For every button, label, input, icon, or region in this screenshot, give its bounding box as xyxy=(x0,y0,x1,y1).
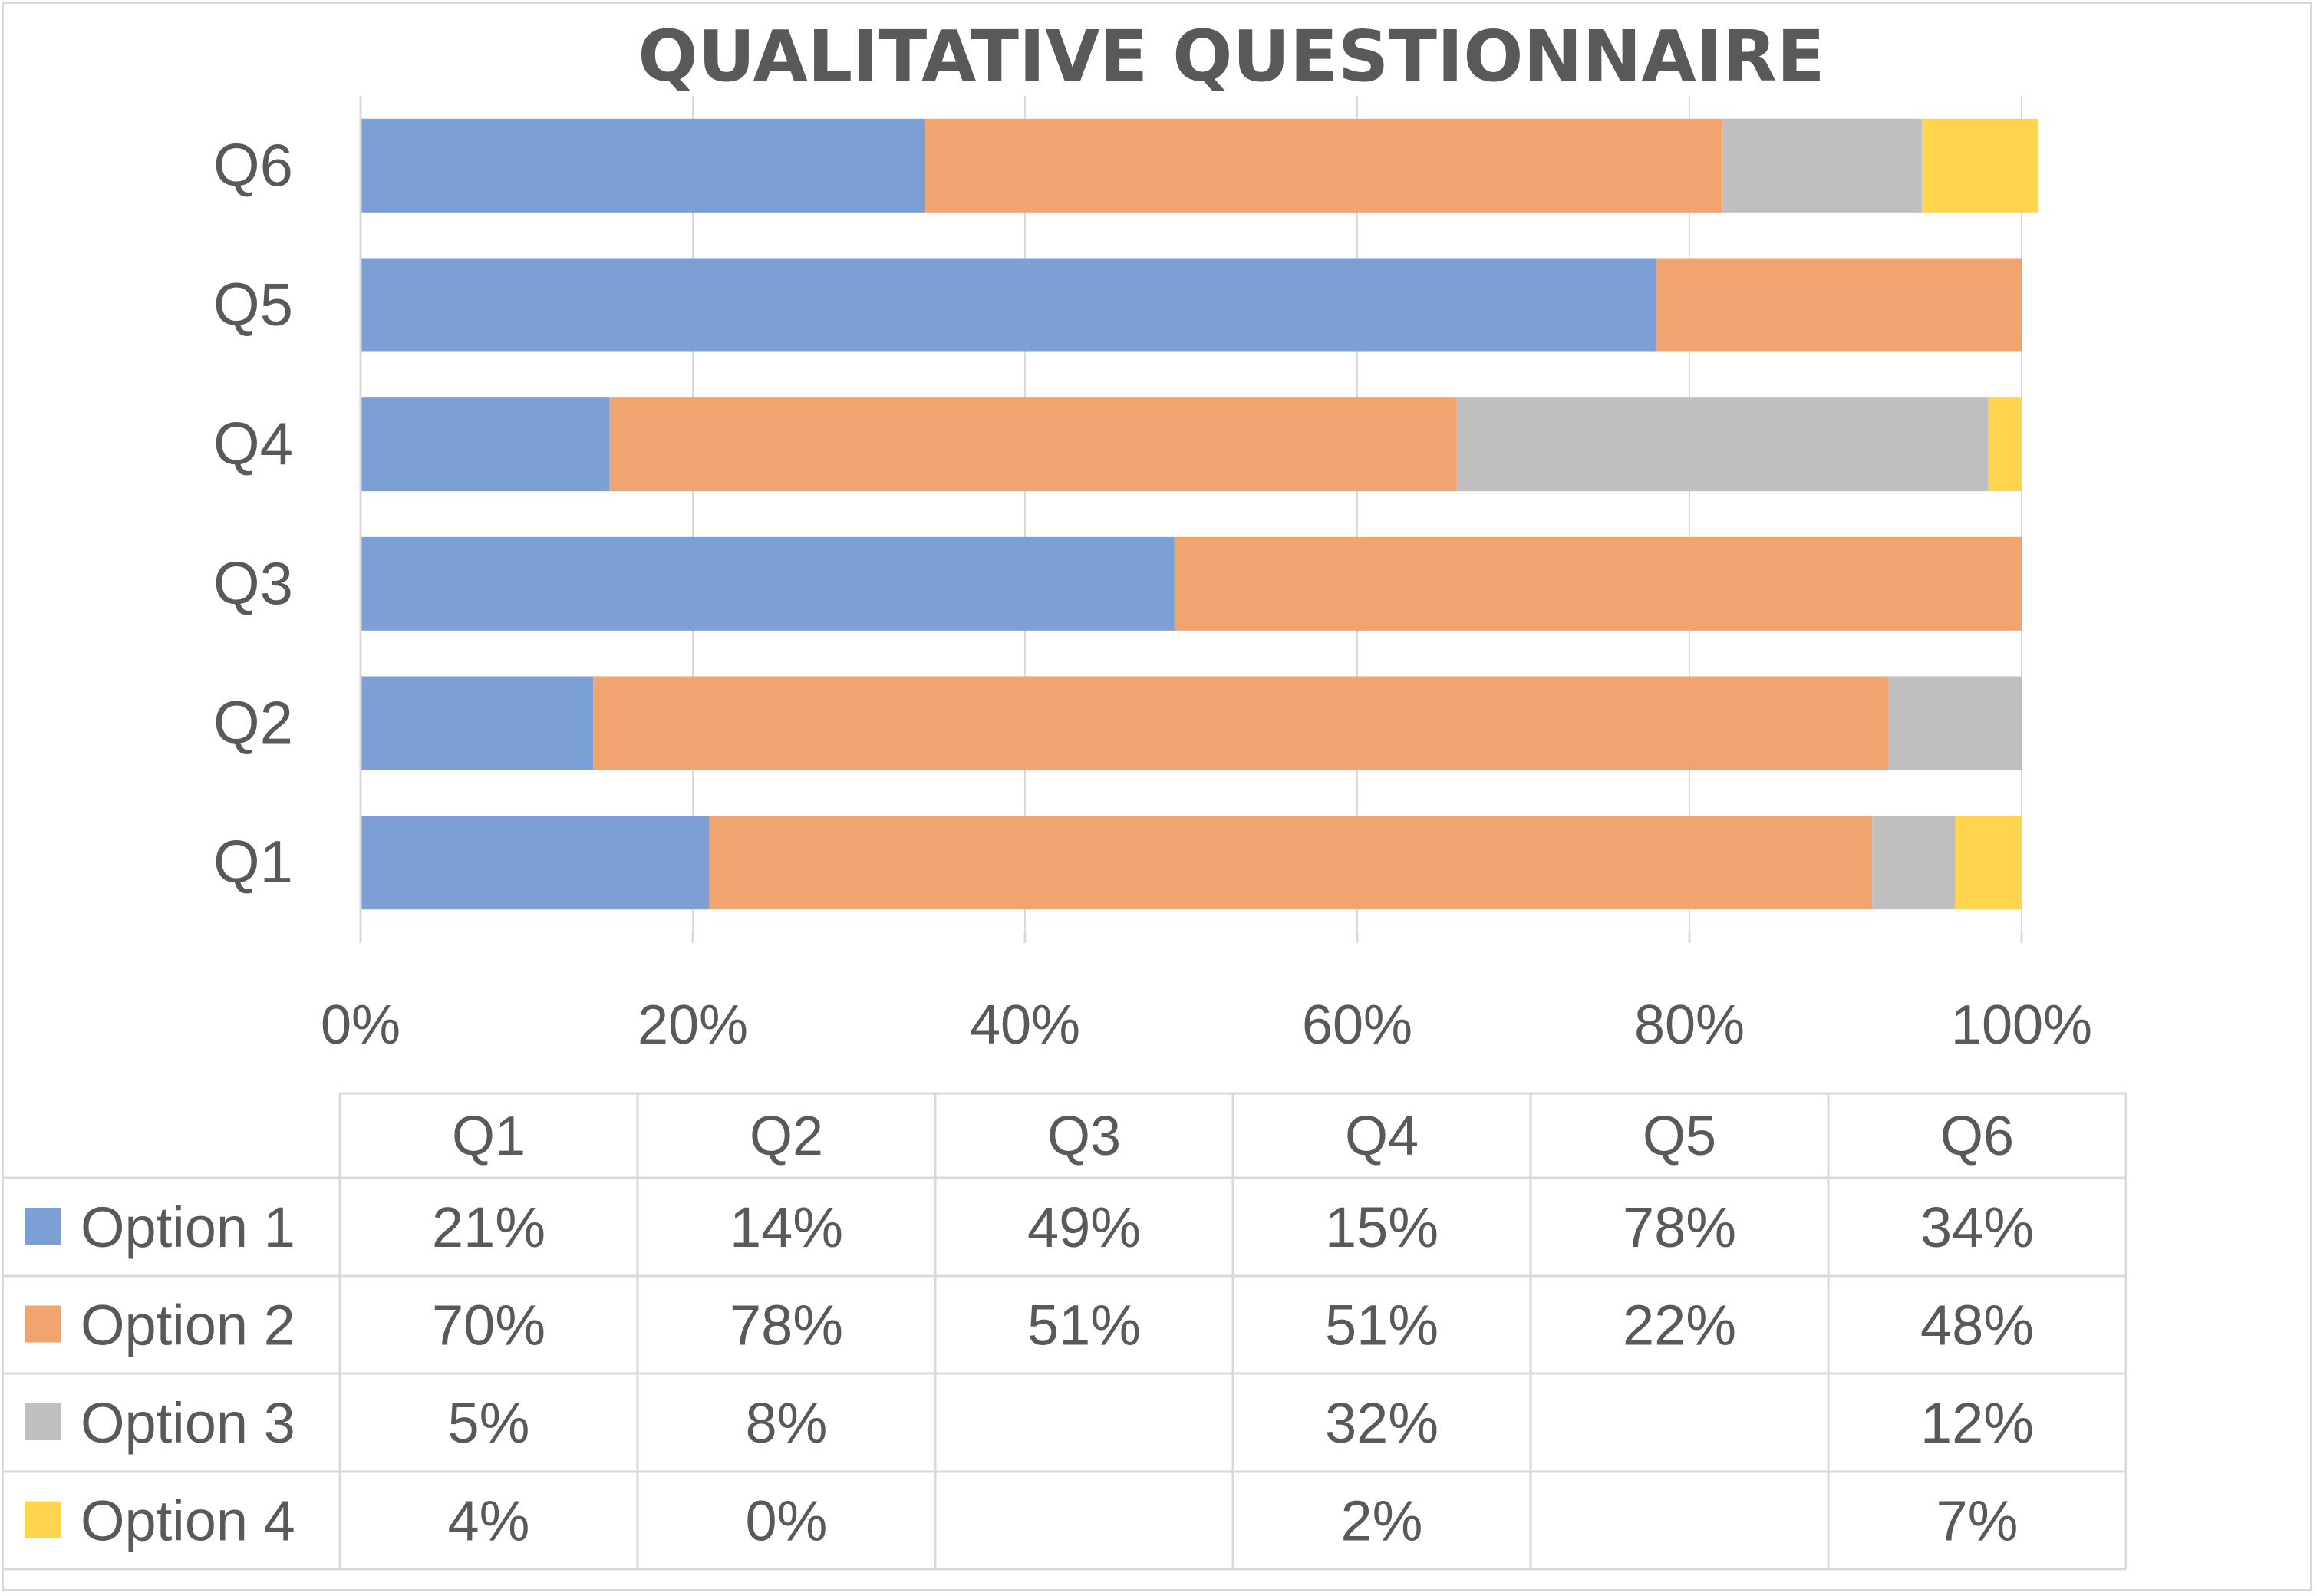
bar-segment xyxy=(593,676,1889,770)
bar-segment xyxy=(1955,816,2022,910)
table-value-cell: 78% xyxy=(730,1294,843,1357)
bar-segment xyxy=(1656,258,2022,352)
bar-segment xyxy=(361,258,1656,352)
legend-key xyxy=(25,1403,61,1440)
axis-layer: 0% 20% 40% 60% 80% 100% Q1 Q2 Q3 Q4 Q5 Q6 xyxy=(213,96,2092,1056)
table-value-cell: 51% xyxy=(1027,1294,1141,1357)
bar-segment xyxy=(361,816,710,910)
category-label: Q6 xyxy=(213,131,293,199)
table-value-cell: 5% xyxy=(448,1391,530,1455)
bar-segment xyxy=(361,118,926,213)
bar-segment xyxy=(925,118,1723,213)
legend-key xyxy=(25,1501,61,1538)
x-tick-label: 100% xyxy=(1951,994,2092,1056)
table-value-cell: 8% xyxy=(746,1391,828,1455)
bar-segment xyxy=(1872,816,1956,910)
table-value-cell: 21% xyxy=(432,1195,545,1259)
table-value-cell: 78% xyxy=(1623,1195,1736,1259)
bar-segment xyxy=(361,536,1175,631)
table-header-cell: Q2 xyxy=(750,1106,823,1167)
table-value-cell: 14% xyxy=(730,1195,843,1259)
bars-layer xyxy=(361,118,2038,910)
bar-segment xyxy=(709,816,1873,910)
legend-label: Option 4 xyxy=(81,1489,295,1553)
table-header-cell: Q6 xyxy=(1940,1106,2014,1167)
table-value-cell: 48% xyxy=(1920,1294,2034,1357)
bar-segment xyxy=(1988,397,2022,492)
bar-segment xyxy=(361,676,594,770)
table-value-cell: 34% xyxy=(1920,1195,2034,1259)
table-header-cell: Q5 xyxy=(1643,1106,1716,1167)
table-value-cell: 32% xyxy=(1325,1391,1439,1455)
chart-title: QUALITATIVE QUESTIONNAIRE xyxy=(638,15,1824,97)
category-label: Q2 xyxy=(213,689,293,757)
bar-segment xyxy=(1174,536,2022,631)
table-header-cell: Q4 xyxy=(1345,1106,1419,1167)
legend-label: Option 1 xyxy=(81,1195,295,1259)
bar-segment xyxy=(1888,676,2022,770)
table-value-cell: 7% xyxy=(1936,1489,2019,1553)
bar-segment xyxy=(1922,118,2038,213)
x-tick-label: 60% xyxy=(1302,994,1412,1056)
category-label: Q4 xyxy=(213,410,293,477)
bar-segment xyxy=(361,397,610,492)
bar-segment xyxy=(1456,397,1989,492)
table-value-cell: 12% xyxy=(1920,1391,2034,1455)
x-tick-label: 80% xyxy=(1634,994,1745,1056)
table-value-cell: 2% xyxy=(1341,1489,1423,1553)
table-value-cell: 49% xyxy=(1027,1195,1141,1259)
table-header-cell: Q3 xyxy=(1047,1106,1121,1167)
table-value-cell: 22% xyxy=(1623,1294,1736,1357)
legend-key xyxy=(25,1208,61,1245)
x-tick-label: 0% xyxy=(321,994,400,1056)
category-label: Q5 xyxy=(213,271,293,338)
table-header-cell: Q1 xyxy=(452,1106,526,1167)
category-label: Q3 xyxy=(213,549,293,617)
bar-segment xyxy=(1722,118,1923,213)
legend-label: Option 3 xyxy=(81,1391,295,1455)
table-value-cell: 0% xyxy=(746,1489,828,1553)
legend-key xyxy=(25,1305,61,1343)
legend-label: Option 2 xyxy=(81,1294,295,1357)
category-label: Q1 xyxy=(213,828,293,895)
table-value-cell: 4% xyxy=(448,1489,530,1553)
x-tick-label: 40% xyxy=(970,994,1080,1056)
data-table: Q1 Q2 Q3 Q4 Q5 Q6 Option 1 21% 14% 49% 15% 78% 34% Op… xyxy=(4,1092,2127,1571)
x-tick-label: 20% xyxy=(638,994,748,1056)
table-value-cell: 70% xyxy=(432,1294,545,1357)
table-value-cell: 15% xyxy=(1325,1195,1439,1259)
bar-segment xyxy=(609,397,1457,492)
grid-layer xyxy=(360,96,2022,932)
table-value-cell: 51% xyxy=(1325,1294,1439,1357)
